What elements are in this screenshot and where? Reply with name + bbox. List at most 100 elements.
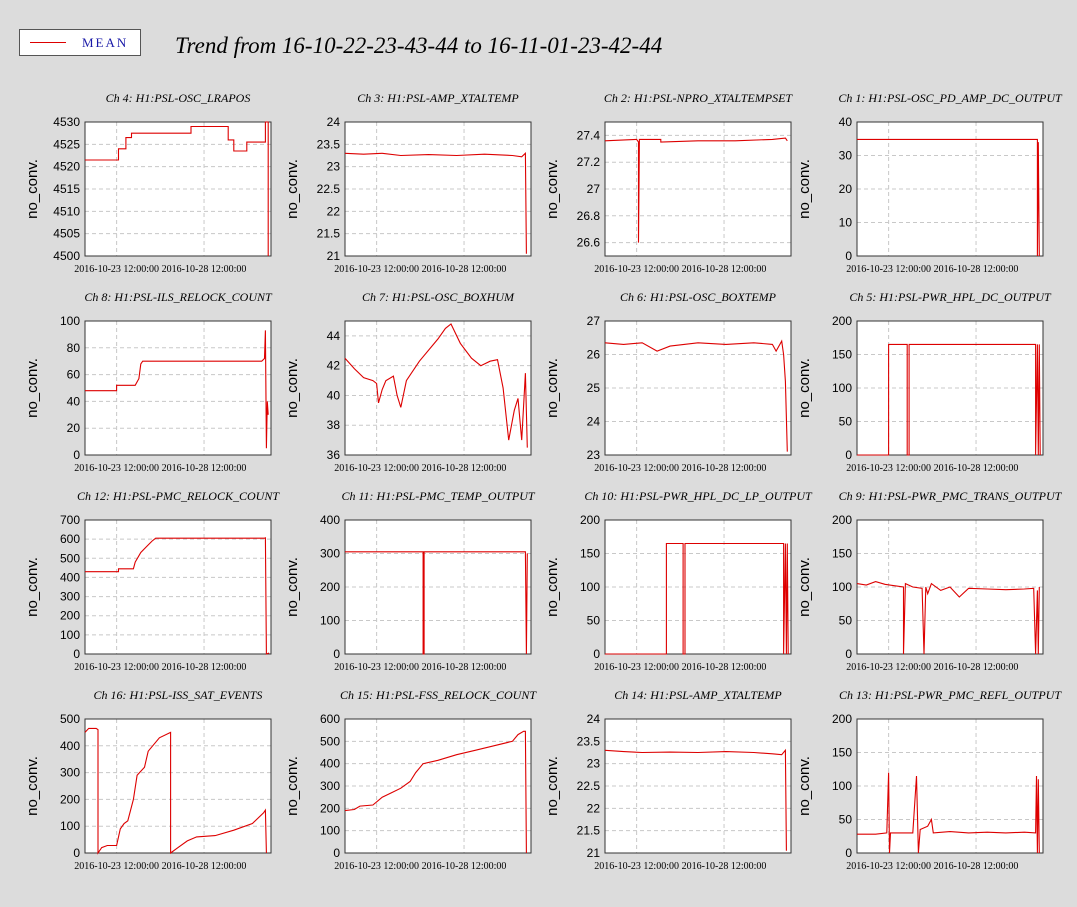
- y-axis-label: no_conv.: [796, 756, 813, 816]
- y-tick-label: 150: [832, 547, 852, 561]
- y-tick-label: 0: [333, 846, 340, 860]
- series-line: [604, 137, 788, 243]
- y-tick-label: 300: [320, 779, 340, 793]
- y-tick-label: 0: [73, 448, 80, 462]
- y-tick-label: 24: [327, 115, 341, 129]
- y-tick-label: 24: [587, 415, 601, 429]
- y-tick-label: 500: [320, 734, 340, 748]
- y-tick-label: 40: [327, 388, 341, 402]
- y-tick-label: 400: [320, 757, 340, 771]
- y-tick-label: 26: [587, 348, 601, 362]
- y-tick-label: 400: [60, 570, 80, 584]
- y-tick-label: 100: [60, 314, 80, 328]
- y-tick-label: 300: [60, 766, 80, 780]
- y-axis-label: no_conv.: [544, 358, 561, 418]
- x-tick-label: 2016-10-28 12:00:00: [682, 264, 767, 275]
- plot-area: [85, 321, 271, 455]
- y-axis-label: no_conv.: [544, 159, 561, 219]
- series-line: [856, 581, 1040, 655]
- plot-frame: [344, 718, 532, 854]
- y-tick-label: 23: [587, 448, 601, 462]
- chart-4: 0 100 200 300 400 500 2016-10-23 12:00:00 2016-…: [24, 688, 272, 872]
- legend: MEAN: [19, 29, 141, 56]
- y-tick-label: 0: [73, 647, 80, 661]
- series-line: [85, 121, 269, 256]
- x-tick-label: 2016-10-23 12:00:00: [74, 861, 159, 872]
- y-tick-label: 21.5: [317, 227, 341, 241]
- y-tick-label: 24: [587, 712, 601, 726]
- chart-title: Ch 13: H1:PSL-PWR_PMC_REFL_OUTPUT: [839, 688, 1062, 702]
- chart-title: Ch 12: H1:PSL-PMC_RELOCK_COUNT: [77, 489, 280, 503]
- series-line: [85, 537, 270, 655]
- plot-frame: [344, 519, 532, 655]
- chart-title: Ch 2: H1:PSL-NPRO_XTALTEMPSET: [604, 91, 794, 105]
- y-tick-label: 20: [67, 421, 81, 435]
- y-tick-label: 500: [60, 551, 80, 565]
- y-axis-label: no_conv.: [796, 159, 813, 219]
- series-line: [604, 339, 788, 452]
- plot-frame: [84, 519, 272, 655]
- y-tick-label: 100: [320, 824, 340, 838]
- x-tick-label: 2016-10-28 12:00:00: [162, 264, 247, 275]
- y-tick-label: 0: [845, 647, 852, 661]
- y-tick-label: 27: [587, 182, 601, 196]
- page-title: Trend from 16-10-22-23-43-44 to 16-11-01…: [175, 33, 663, 58]
- x-tick-label: 2016-10-23 12:00:00: [74, 662, 159, 673]
- y-tick-label: 21: [327, 249, 341, 263]
- series-line: [344, 152, 527, 254]
- x-tick-label: 2016-10-23 12:00:00: [334, 264, 419, 275]
- y-axis-label: no_conv.: [284, 756, 301, 816]
- x-tick-label: 2016-10-23 12:00:00: [846, 264, 931, 275]
- x-tick-label: 2016-10-28 12:00:00: [934, 264, 1019, 275]
- series-line: [857, 343, 1041, 456]
- plot-frame: [84, 121, 272, 257]
- plot-frame: [856, 320, 1044, 456]
- y-tick-label: 500: [60, 712, 80, 726]
- y-tick-label: 4515: [53, 182, 80, 196]
- y-tick-label: 4510: [53, 204, 80, 218]
- x-tick-label: 2016-10-23 12:00:00: [594, 264, 679, 275]
- chart-5: 21 21.5 22 22.5 23 23.5 24 2016-10-23 12:00:00 2…: [284, 91, 532, 275]
- y-tick-label: 50: [839, 813, 853, 827]
- x-tick-label: 2016-10-28 12:00:00: [422, 662, 507, 673]
- plot-frame: [604, 121, 792, 257]
- y-tick-label: 400: [320, 513, 340, 527]
- x-tick-label: 2016-10-23 12:00:00: [846, 662, 931, 673]
- plot-frame: [856, 718, 1044, 854]
- y-tick-label: 700: [60, 513, 80, 527]
- x-tick-label: 2016-10-28 12:00:00: [934, 861, 1019, 872]
- x-tick-label: 2016-10-23 12:00:00: [594, 463, 679, 474]
- x-tick-label: 2016-10-28 12:00:00: [682, 861, 767, 872]
- x-tick-label: 2016-10-23 12:00:00: [594, 662, 679, 673]
- plot-frame: [604, 519, 792, 655]
- x-tick-label: 2016-10-23 12:00:00: [846, 861, 931, 872]
- y-tick-label: 20: [839, 182, 853, 196]
- plot-frame: [84, 718, 272, 854]
- y-tick-label: 150: [832, 348, 852, 362]
- series-line: [857, 772, 1040, 854]
- y-tick-label: 80: [67, 341, 81, 355]
- x-tick-label: 2016-10-23 12:00:00: [334, 861, 419, 872]
- plot-frame: [604, 718, 792, 854]
- y-tick-label: 10: [839, 216, 853, 230]
- y-tick-label: 300: [320, 547, 340, 561]
- chart-title: Ch 7: H1:PSL-OSC_BOXHUM: [362, 290, 515, 304]
- y-tick-label: 23: [327, 160, 341, 174]
- x-tick-label: 2016-10-28 12:00:00: [682, 463, 767, 474]
- y-tick-label: 200: [60, 609, 80, 623]
- x-tick-label: 2016-10-28 12:00:00: [162, 861, 247, 872]
- chart-title: Ch 5: H1:PSL-PWR_HPL_DC_OUTPUT: [849, 290, 1052, 304]
- y-tick-label: 4530: [53, 115, 80, 129]
- y-tick-label: 200: [320, 580, 340, 594]
- y-tick-label: 30: [839, 149, 853, 163]
- y-tick-label: 4520: [53, 160, 80, 174]
- y-tick-label: 0: [845, 448, 852, 462]
- y-tick-label: 100: [832, 580, 852, 594]
- x-tick-label: 2016-10-23 12:00:00: [334, 463, 419, 474]
- chart-title: Ch 16: H1:PSL-ISS_SAT_EVENTS: [94, 688, 263, 702]
- y-tick-label: 23.5: [577, 734, 601, 748]
- y-axis-label: no_conv.: [544, 756, 561, 816]
- plot-frame: [856, 519, 1044, 655]
- y-tick-label: 40: [839, 115, 853, 129]
